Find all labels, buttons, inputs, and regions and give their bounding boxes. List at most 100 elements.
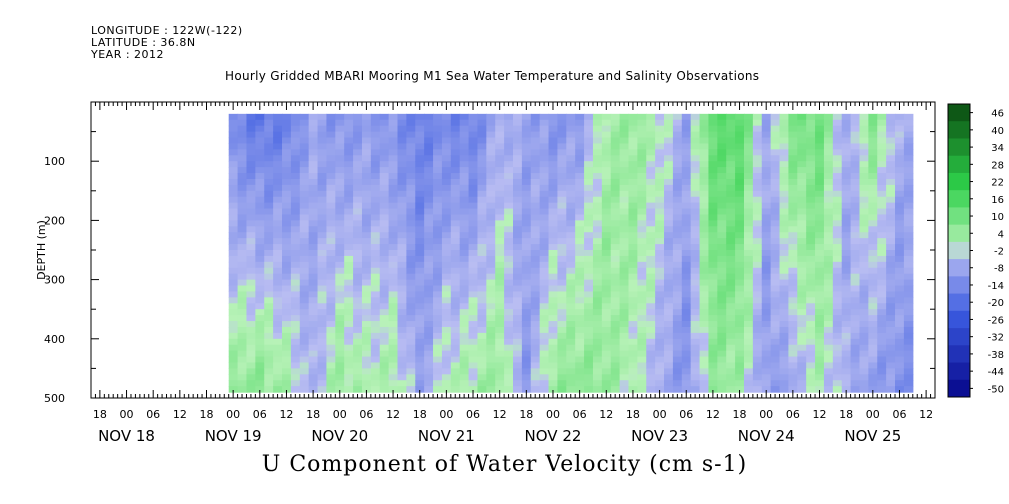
heatmap-cell	[664, 303, 674, 310]
heatmap-cell	[388, 214, 399, 221]
heatmap-cell	[521, 131, 532, 139]
heatmap-cell	[850, 315, 861, 322]
heatmap-cell	[424, 338, 434, 346]
heatmap-cell	[770, 309, 781, 316]
heatmap-cell	[228, 149, 239, 156]
heatmap-cell	[841, 386, 852, 393]
heatmap-cell	[415, 196, 425, 204]
heatmap-cell	[335, 344, 345, 352]
heatmap-cell	[806, 214, 816, 221]
heatmap-cell	[868, 238, 878, 245]
heatmap-cell	[237, 350, 248, 358]
heatmap-cell	[548, 244, 559, 251]
heatmap-cell	[886, 244, 896, 251]
heatmap-cell	[832, 297, 843, 304]
heatmap-cell	[477, 368, 487, 375]
heatmap-cell	[282, 285, 292, 293]
heatmap-cell	[779, 374, 790, 381]
heatmap-cell	[699, 214, 710, 221]
heatmap-cell	[326, 184, 336, 192]
heatmap-cell	[708, 125, 718, 133]
heatmap-cell	[761, 250, 772, 257]
heatmap-cell	[797, 285, 807, 293]
heatmap-cell	[548, 167, 559, 174]
heatmap-cell	[868, 167, 878, 174]
heatmap-cell	[361, 113, 372, 121]
heatmap-cell	[841, 119, 852, 127]
heatmap-cell	[788, 309, 798, 316]
heatmap-cell	[317, 208, 328, 216]
heatmap-cell	[264, 380, 274, 387]
heatmap-cell	[397, 386, 407, 393]
heatmap-cell	[344, 167, 354, 174]
heatmap-cell	[672, 356, 683, 364]
heatmap-cell	[344, 220, 354, 227]
heatmap-cell	[832, 255, 843, 263]
heatmap-cell	[450, 350, 461, 358]
heatmap-cell	[504, 380, 514, 387]
heatmap-cell	[361, 155, 372, 162]
heatmap-cell	[788, 321, 798, 328]
heatmap-cell	[237, 332, 248, 340]
heatmap-cell	[308, 285, 319, 293]
heatmap-cell	[415, 374, 425, 381]
heatmap-cell	[681, 119, 692, 127]
heatmap-cell	[743, 362, 754, 369]
heatmap-cell	[815, 250, 825, 257]
heatmap-cell	[628, 267, 638, 275]
heatmap-cell	[823, 190, 834, 198]
heatmap-cell	[353, 362, 363, 369]
heatmap-cell	[504, 202, 514, 210]
heatmap-cell	[433, 362, 443, 369]
heatmap-cell	[290, 250, 301, 257]
heatmap-cell	[859, 143, 869, 150]
heatmap-cell	[273, 238, 283, 245]
heatmap-cell	[726, 344, 736, 352]
heatmap-cell	[388, 297, 399, 304]
heatmap-cell	[806, 220, 816, 227]
heatmap-cell	[672, 250, 683, 257]
heatmap-cell	[699, 356, 710, 364]
heatmap-cell	[361, 131, 372, 139]
heatmap-cell	[681, 261, 692, 269]
heatmap-cell	[459, 279, 470, 287]
heatmap-cell	[264, 273, 274, 281]
heatmap-cell	[708, 261, 718, 269]
heatmap-cell	[575, 368, 585, 375]
heatmap-cell	[672, 202, 683, 210]
heatmap-cell	[495, 208, 505, 216]
heatmap-cell	[282, 220, 292, 227]
heatmap-cell	[237, 273, 248, 281]
heatmap-cell	[610, 220, 621, 227]
heatmap-cell	[406, 125, 416, 133]
heatmap-cell	[353, 137, 363, 145]
heatmap-cell	[468, 350, 479, 358]
heatmap-cell	[903, 374, 914, 381]
heatmap-cell	[601, 356, 612, 364]
heatmap-cell	[895, 196, 905, 204]
x-hour-label: 00	[439, 408, 453, 421]
heatmap-cell	[761, 309, 772, 316]
heatmap-cell	[308, 321, 319, 328]
heatmap-cell	[424, 184, 434, 192]
heatmap-cell	[895, 244, 905, 251]
heatmap-cell	[770, 119, 781, 127]
heatmap-cell	[850, 184, 861, 192]
heatmap-cell	[379, 220, 390, 227]
heatmap-cell	[468, 315, 479, 322]
heatmap-cell	[699, 131, 710, 139]
heatmap-cell	[903, 155, 914, 162]
heatmap-cell	[584, 285, 594, 293]
heatmap-cell	[690, 344, 701, 352]
heatmap-cell	[815, 255, 825, 263]
heatmap-cell	[477, 238, 487, 245]
heatmap-cell	[433, 344, 443, 352]
heatmap-cell	[859, 137, 869, 145]
heatmap-cell	[628, 226, 638, 233]
heatmap-cell	[566, 226, 576, 233]
heatmap-cell	[477, 155, 487, 162]
heatmap-cell	[246, 208, 256, 216]
heatmap-cell	[548, 303, 559, 310]
heatmap-cell	[308, 113, 319, 121]
heatmap-cell	[646, 131, 656, 139]
